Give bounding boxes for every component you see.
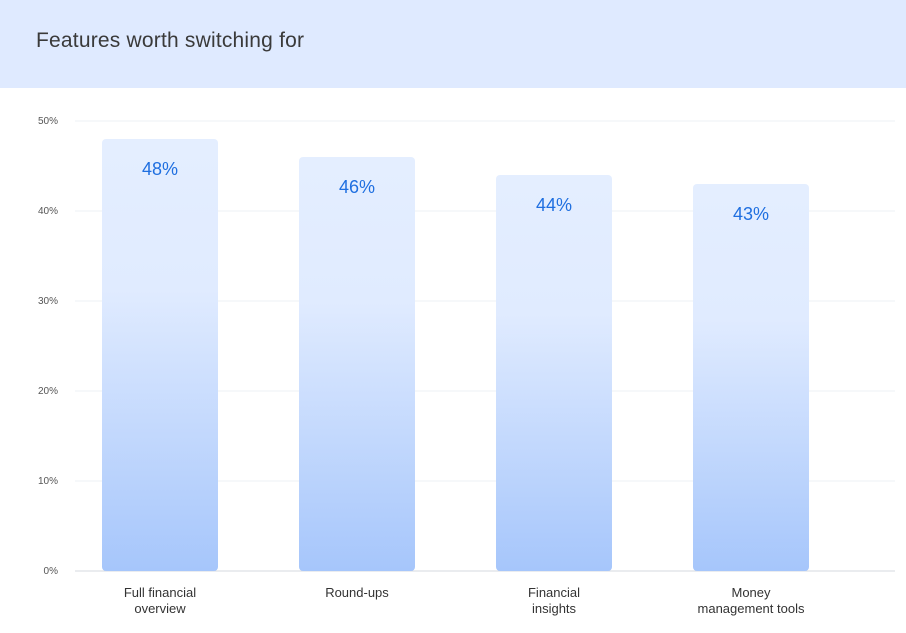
y-tick-label: 10%	[38, 476, 58, 487]
bar	[693, 184, 809, 571]
x-category-label: insights	[532, 601, 577, 616]
bar	[496, 175, 612, 571]
x-category-label: Full financial	[124, 585, 196, 600]
y-tick-label: 40%	[38, 206, 58, 217]
y-tick-label: 20%	[38, 386, 58, 397]
y-tick-label: 0%	[44, 566, 59, 577]
y-tick-label: 30%	[38, 296, 58, 307]
x-category-label: Financial	[528, 585, 580, 600]
bar-value-label: 48%	[142, 159, 178, 179]
chart-header: Features worth switching for	[0, 0, 906, 88]
labels: 0% 10% 20% 30% 40% 50% 48% Full financialovervi…	[38, 116, 805, 616]
bar-value-label: 46%	[339, 177, 375, 197]
chart-title: Features worth switching for	[36, 29, 305, 52]
x-category-label: management tools	[698, 601, 805, 616]
x-category-label: overview	[134, 601, 186, 616]
x-category-label: Round-ups	[325, 585, 389, 600]
x-category-label: Money	[731, 585, 771, 600]
bar	[102, 139, 218, 571]
bar-value-label: 43%	[733, 204, 769, 224]
bar	[299, 157, 415, 571]
y-tick-label: 50%	[38, 116, 58, 127]
bar-value-label: 44%	[536, 195, 572, 215]
bars	[102, 139, 809, 571]
